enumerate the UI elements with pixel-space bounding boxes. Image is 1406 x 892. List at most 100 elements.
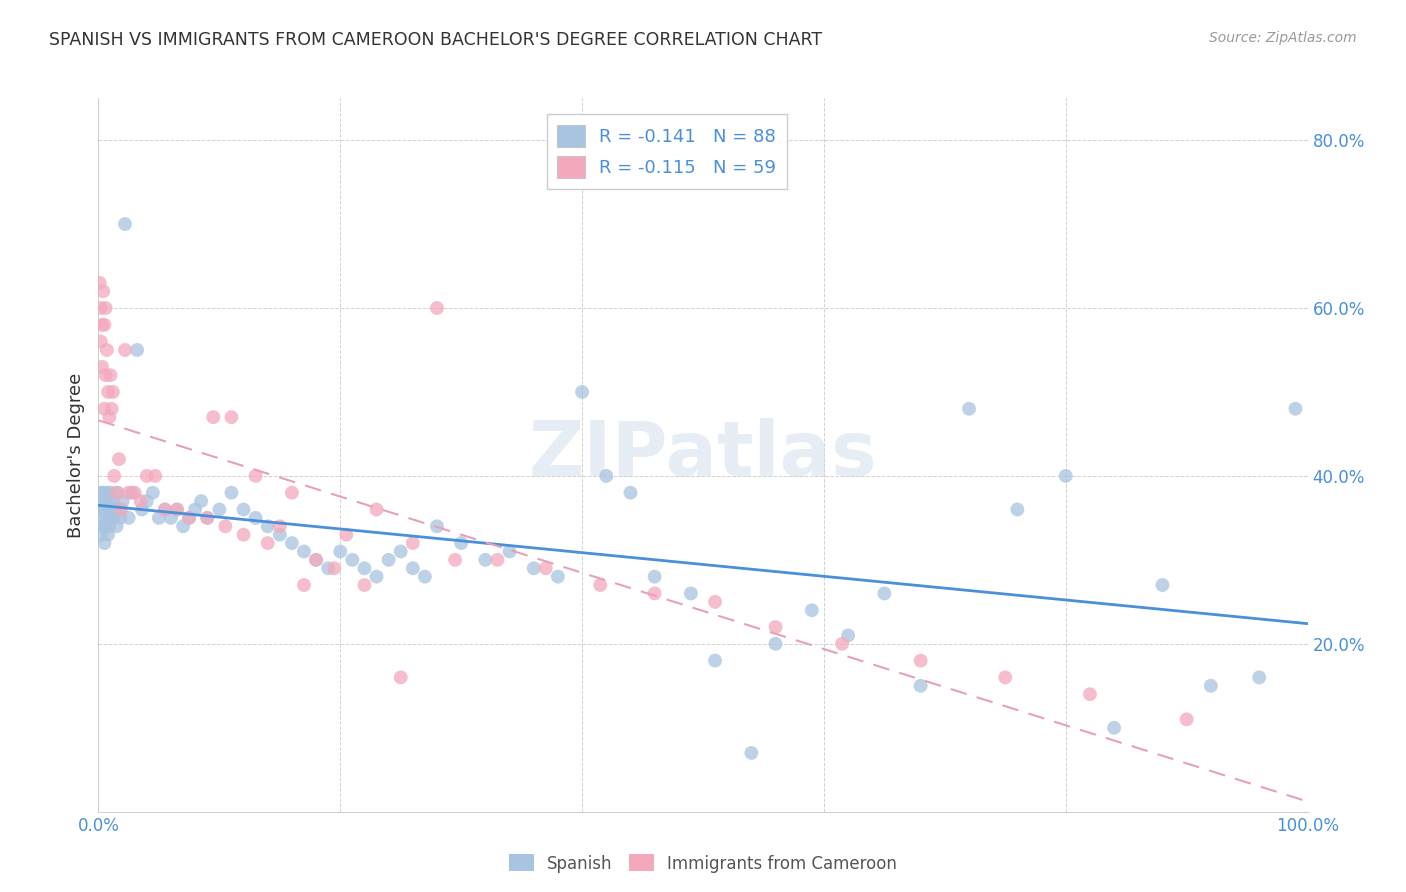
Point bbox=[195, 511, 218, 525]
Point bbox=[335, 527, 357, 541]
Point bbox=[474, 553, 496, 567]
Point bbox=[90, 334, 112, 349]
Point bbox=[389, 544, 412, 558]
Point bbox=[104, 502, 127, 516]
Point bbox=[160, 511, 183, 525]
Point bbox=[166, 502, 188, 516]
Point bbox=[256, 536, 278, 550]
Point bbox=[114, 343, 136, 357]
Point bbox=[103, 511, 125, 525]
Point bbox=[402, 536, 425, 550]
Point bbox=[214, 519, 236, 533]
Point bbox=[135, 469, 157, 483]
Point bbox=[221, 410, 243, 425]
Point bbox=[89, 502, 111, 516]
Point bbox=[190, 494, 212, 508]
Point bbox=[342, 553, 364, 567]
Point bbox=[101, 384, 124, 399]
Point bbox=[177, 511, 201, 525]
Point bbox=[91, 494, 114, 508]
Point bbox=[100, 511, 122, 525]
Point bbox=[98, 494, 121, 508]
Point bbox=[619, 485, 641, 500]
Point bbox=[107, 485, 129, 500]
Point bbox=[118, 511, 141, 525]
Point bbox=[547, 569, 569, 583]
Point bbox=[103, 469, 125, 483]
Point bbox=[1078, 687, 1101, 701]
Point bbox=[91, 485, 114, 500]
Point bbox=[644, 569, 666, 583]
Point bbox=[426, 301, 449, 315]
Point bbox=[96, 485, 118, 500]
Point bbox=[94, 494, 117, 508]
Point bbox=[97, 527, 120, 541]
Point bbox=[195, 511, 218, 525]
Point bbox=[800, 603, 823, 617]
Point bbox=[221, 485, 243, 500]
Point bbox=[329, 544, 352, 558]
Point bbox=[679, 586, 702, 600]
Point bbox=[523, 561, 546, 575]
Point bbox=[124, 485, 146, 500]
Point bbox=[98, 410, 121, 425]
Point bbox=[94, 519, 117, 533]
Point bbox=[498, 544, 520, 558]
Point bbox=[96, 511, 118, 525]
Point bbox=[704, 654, 727, 668]
Point bbox=[97, 502, 120, 516]
Point bbox=[366, 569, 388, 583]
Point bbox=[91, 359, 114, 374]
Point bbox=[831, 637, 853, 651]
Point bbox=[108, 502, 131, 516]
Point bbox=[143, 469, 166, 483]
Point bbox=[232, 527, 254, 541]
Point bbox=[121, 485, 143, 500]
Point bbox=[110, 502, 132, 516]
Point bbox=[486, 553, 509, 567]
Point bbox=[413, 569, 436, 583]
Point bbox=[402, 561, 425, 575]
Point bbox=[96, 343, 118, 357]
Point bbox=[994, 670, 1017, 684]
Point bbox=[101, 494, 124, 508]
Point bbox=[100, 485, 122, 500]
Point bbox=[595, 469, 617, 483]
Point bbox=[571, 384, 593, 399]
Point bbox=[740, 746, 762, 760]
Point bbox=[93, 318, 115, 332]
Point bbox=[1007, 502, 1029, 516]
Point bbox=[245, 511, 267, 525]
Point bbox=[153, 502, 176, 516]
Point bbox=[305, 553, 328, 567]
Point bbox=[91, 511, 114, 525]
Point bbox=[89, 276, 111, 290]
Point bbox=[765, 637, 787, 651]
Point bbox=[323, 561, 346, 575]
Point bbox=[1199, 679, 1222, 693]
Point bbox=[1152, 578, 1174, 592]
Point bbox=[127, 343, 149, 357]
Point bbox=[269, 527, 291, 541]
Point bbox=[245, 469, 267, 483]
Point bbox=[100, 401, 122, 416]
Point bbox=[353, 561, 375, 575]
Point bbox=[105, 519, 128, 533]
Point bbox=[90, 527, 112, 541]
Text: Source: ZipAtlas.com: Source: ZipAtlas.com bbox=[1209, 31, 1357, 45]
Point bbox=[114, 217, 136, 231]
Legend: Spanish, Immigrants from Cameroon: Spanish, Immigrants from Cameroon bbox=[502, 847, 904, 880]
Point bbox=[292, 544, 315, 558]
Point bbox=[704, 595, 727, 609]
Point bbox=[910, 679, 932, 693]
Point bbox=[1054, 469, 1077, 483]
Point bbox=[1175, 712, 1198, 726]
Point bbox=[108, 452, 131, 467]
Point bbox=[316, 561, 339, 575]
Point bbox=[94, 368, 117, 383]
Point bbox=[450, 536, 472, 550]
Point bbox=[129, 494, 152, 508]
Point bbox=[957, 401, 980, 416]
Point bbox=[1102, 721, 1125, 735]
Point bbox=[98, 519, 121, 533]
